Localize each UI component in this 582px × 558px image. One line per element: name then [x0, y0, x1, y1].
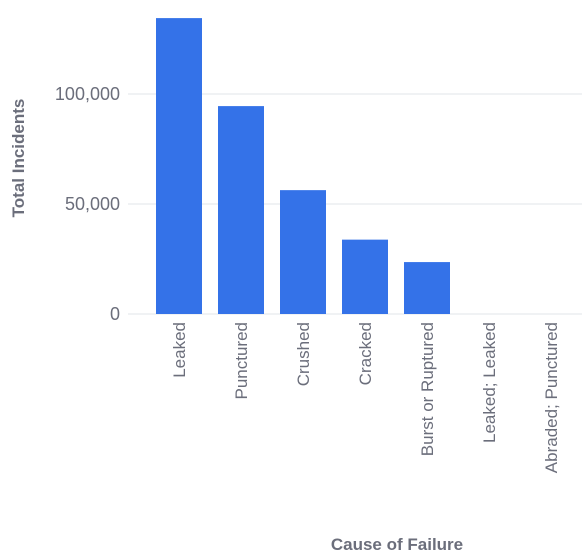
x-tick-label: Crushed	[294, 322, 313, 386]
x-tick-label: Punctured	[232, 322, 251, 400]
x-tick-label: Abraded; Punctured	[542, 322, 561, 473]
bars	[156, 18, 450, 314]
y-tick-label: 0	[110, 304, 120, 324]
bar-burst-or-ruptured	[404, 262, 450, 314]
y-tick-label: 100,000	[55, 84, 120, 104]
x-axis-ticks: Leaked Punctured Crushed Cracked Burst or Ru…	[170, 322, 561, 473]
bar-punctured	[218, 106, 264, 314]
y-axis-ticks: 0 50,000 100,000	[55, 84, 120, 324]
bar-leaked	[156, 18, 202, 314]
x-tick-label: Leaked; Leaked	[480, 322, 499, 443]
bar-crushed	[280, 190, 326, 314]
x-tick-label: Leaked	[170, 322, 189, 378]
x-axis-title: Cause of Failure	[331, 535, 463, 554]
y-axis-title: Total Incidents	[9, 99, 28, 218]
x-tick-label: Cracked	[356, 322, 375, 385]
bar-cracked	[342, 239, 388, 314]
x-tick-label: Burst or Ruptured	[418, 322, 437, 456]
y-tick-label: 50,000	[65, 194, 120, 214]
